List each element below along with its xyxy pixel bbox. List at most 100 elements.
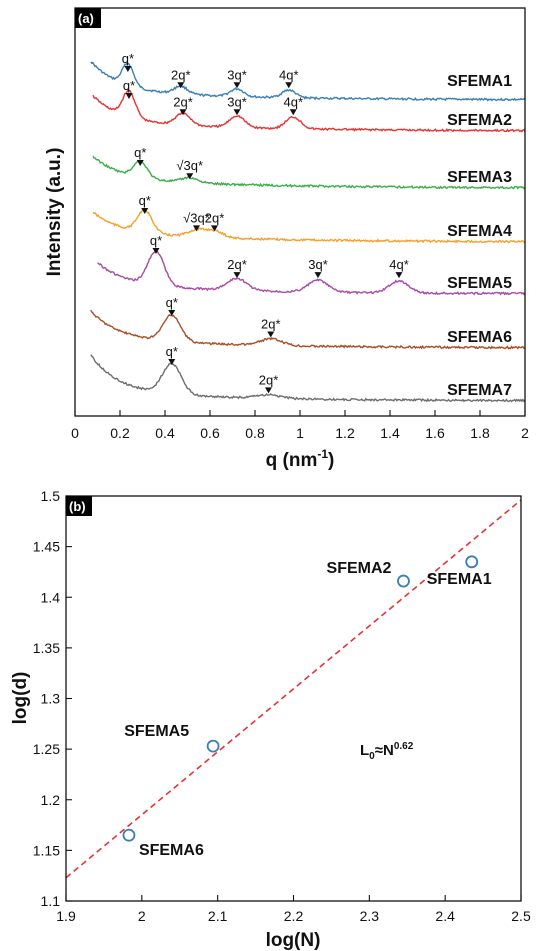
peak-marker: [233, 272, 241, 279]
peak-label: q*: [150, 233, 162, 248]
peak-marker: [265, 387, 272, 394]
peak-marker: [233, 82, 241, 89]
panel-b: SFEMA1 SFEMA2 SFEMA5 SFEMA6 1.9 2 2.1 2.2 2.3 2.…: [10, 488, 531, 951]
peak-marker: [152, 248, 160, 254]
y-tick-label: 1.35: [33, 640, 60, 656]
y-tick-label: 1.2: [41, 792, 61, 808]
trace-sfema4: [92, 208, 526, 244]
trace-sfema1: [90, 61, 526, 102]
panel-a: q*2q* 3q* 4q*q*2q* 3q* 4q*q*√3q*q*√3q*2q*q*2…: [44, 7, 529, 471]
trace-sfema3: [92, 155, 526, 190]
panel-a-peak-labels: q*2q* 3q* 4q*q*2q* 3q* 4q*q*√3q*q*√3q*2q*q*2…: [122, 51, 409, 394]
panel-a-y-axis-label: Intensity (a.u.): [44, 148, 65, 277]
data-point-sfema5: [206, 739, 220, 753]
point-label-sfema2: SFEMA2: [327, 560, 392, 577]
peak-label: 2q*: [227, 257, 247, 272]
series-label-sfema3: SFEMA3: [447, 169, 512, 186]
peak-label: 3q*: [308, 257, 328, 272]
peak-marker: [141, 208, 149, 214]
peak-label: 2q*: [171, 67, 191, 82]
peak-label: √3q*: [183, 210, 210, 225]
peak-label: 3q*: [227, 67, 247, 82]
y-tick-label: 1.4: [41, 589, 61, 605]
y-tick-label: 1.25: [33, 741, 60, 757]
peak-label: q*: [139, 193, 151, 208]
panel-a-tag-label: (a): [78, 11, 94, 26]
peak-label: 2q*: [261, 317, 281, 332]
panel-a-tag: [75, 8, 101, 28]
peak-marker: [179, 109, 187, 116]
point-label-sfema6: SFEMA6: [139, 842, 204, 859]
peak-marker: [168, 310, 176, 316]
series-label-sfema5: SFEMA5: [447, 275, 512, 292]
panel-a-x-axis-label: q (nm-1): [266, 447, 335, 471]
peak-label: 4q*: [283, 94, 303, 109]
peak-marker: [314, 272, 322, 279]
peak-label: 4q*: [279, 67, 299, 82]
peak-label: q*: [166, 295, 178, 310]
x-tick-label: 1.2: [335, 425, 355, 441]
panel-b-points: SFEMA1 SFEMA2 SFEMA5 SFEMA6: [122, 555, 492, 859]
x-tick-label: 2: [138, 908, 146, 924]
panel-a-frame: [74, 7, 526, 417]
peak-label: 2q*: [205, 210, 225, 225]
point-label-sfema1: SFEMA1: [427, 571, 492, 588]
peak-label: 2q*: [173, 94, 193, 109]
y-tick-label: 1.15: [33, 842, 60, 858]
peak-marker: [136, 160, 144, 166]
x-tick-label: 2.4: [435, 908, 455, 924]
x-tick-label: 1.6: [425, 425, 445, 441]
fit-line: [65, 499, 522, 879]
x-tick-label: 0.2: [110, 425, 130, 441]
series-label-sfema6: SFEMA6: [447, 329, 512, 346]
x-tick-label: 0.6: [200, 425, 220, 441]
data-point-sfema1: [465, 555, 479, 569]
peak-marker: [233, 109, 241, 116]
trace-sfema5: [97, 249, 526, 296]
data-point-sfema2: [397, 574, 410, 588]
peak-marker: [168, 359, 176, 365]
panel-a-traces: [90, 61, 526, 403]
peak-marker: [186, 173, 194, 180]
y-tick-label: 1.5: [41, 488, 61, 504]
peak-marker: [395, 272, 403, 279]
peak-label: q*: [122, 51, 134, 66]
series-label-sfema2: SFEMA2: [447, 112, 512, 129]
trace-sfema7: [90, 354, 526, 403]
panel-a-series-names: SFEMA1 SFEMA2 SFEMA3 SFEMA4 SFEMA5 SFEMA6 SFEM…: [447, 73, 512, 399]
panel-b-tag: [66, 496, 92, 516]
x-tick-label: 2: [521, 425, 529, 441]
y-tick-label: 1.3: [41, 691, 61, 707]
x-tick-label: 0: [71, 425, 79, 441]
peak-marker: [193, 225, 200, 232]
x-tick-label: 0.4: [155, 425, 175, 441]
peak-label: q*: [123, 78, 135, 93]
panel-b-x-axis-label: log(N): [266, 930, 321, 951]
peak-marker: [124, 66, 132, 72]
peak-marker: [285, 82, 293, 89]
panel-a-x-ticks: 0 0.2 0.4 0.6 0.8 1 1.2 1.4 1.6 1.8 2: [71, 410, 529, 441]
panel-b-y-axis-label: log(d): [10, 672, 31, 725]
trace-sfema2: [92, 88, 526, 133]
x-tick-label: 2.1: [208, 908, 228, 924]
peak-marker: [289, 109, 297, 116]
x-tick-label: 1.9: [56, 908, 76, 924]
peak-marker: [177, 82, 185, 89]
point-label-sfema5: SFEMA5: [124, 723, 189, 740]
series-label-sfema1: SFEMA1: [447, 73, 512, 90]
x-tick-label: 2.3: [360, 908, 380, 924]
y-tick-label: 1.45: [33, 539, 60, 555]
peak-label: √3q*: [176, 158, 203, 173]
x-tick-label: 2.2: [284, 908, 304, 924]
peak-label: q*: [134, 145, 146, 160]
peak-label: 3q*: [227, 94, 247, 109]
series-label-sfema4: SFEMA4: [447, 223, 512, 240]
peak-label: 2q*: [259, 372, 279, 387]
panel-b-fit-annotation: L0≈N0.62: [360, 741, 414, 762]
peak-marker: [211, 225, 218, 232]
x-tick-label: 1.8: [470, 425, 490, 441]
peak-marker: [125, 93, 133, 99]
y-tick-label: 1.1: [41, 893, 61, 909]
x-tick-label: 1.4: [380, 425, 400, 441]
panel-b-tag-label: (b): [69, 499, 86, 514]
